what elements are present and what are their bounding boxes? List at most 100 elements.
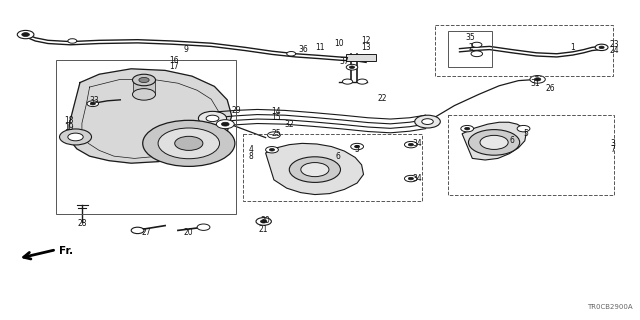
- Text: 32: 32: [284, 120, 294, 129]
- Text: 4: 4: [248, 145, 253, 154]
- Circle shape: [301, 163, 329, 177]
- Circle shape: [132, 74, 156, 86]
- Text: 5: 5: [524, 129, 529, 138]
- Circle shape: [595, 44, 608, 51]
- Circle shape: [197, 224, 210, 230]
- Circle shape: [221, 122, 229, 126]
- Circle shape: [349, 66, 355, 68]
- Circle shape: [206, 115, 219, 122]
- Bar: [448, 31, 492, 67]
- Text: TR0CB2900A: TR0CB2900A: [587, 304, 632, 310]
- Text: 21: 21: [259, 225, 268, 234]
- Circle shape: [404, 175, 417, 182]
- Text: 15: 15: [271, 113, 282, 122]
- Text: 31: 31: [530, 79, 540, 88]
- Circle shape: [90, 102, 95, 105]
- Circle shape: [268, 132, 280, 138]
- Circle shape: [342, 79, 353, 84]
- Circle shape: [256, 218, 271, 225]
- Circle shape: [471, 51, 483, 57]
- Circle shape: [198, 111, 227, 125]
- Circle shape: [355, 145, 360, 148]
- Circle shape: [461, 125, 474, 132]
- Circle shape: [408, 177, 413, 180]
- Text: 20: 20: [184, 228, 194, 237]
- Circle shape: [351, 143, 364, 150]
- Circle shape: [87, 101, 99, 107]
- Text: 12: 12: [362, 36, 371, 45]
- Text: 36: 36: [298, 45, 308, 54]
- Circle shape: [260, 220, 267, 223]
- Circle shape: [143, 120, 235, 166]
- Text: 11: 11: [316, 43, 324, 52]
- Circle shape: [175, 136, 203, 150]
- Text: 6: 6: [509, 136, 515, 145]
- Circle shape: [422, 119, 433, 124]
- Bar: [56, 60, 236, 214]
- Circle shape: [408, 143, 413, 146]
- Circle shape: [289, 157, 340, 182]
- Circle shape: [480, 135, 508, 149]
- Text: 23: 23: [609, 40, 620, 49]
- Circle shape: [517, 125, 530, 132]
- Text: 33: 33: [90, 96, 100, 105]
- Text: 2: 2: [468, 43, 473, 52]
- Text: 13: 13: [361, 43, 371, 52]
- Text: 17: 17: [169, 62, 179, 71]
- Text: 1: 1: [570, 43, 575, 52]
- Text: 9: 9: [183, 45, 188, 54]
- Text: 7: 7: [611, 145, 616, 154]
- Bar: [435, 25, 613, 76]
- Circle shape: [415, 115, 440, 128]
- Text: 22: 22: [378, 94, 387, 103]
- Text: 10: 10: [334, 39, 344, 48]
- Circle shape: [132, 89, 156, 100]
- Text: 24: 24: [609, 46, 620, 55]
- Circle shape: [465, 127, 470, 130]
- Polygon shape: [462, 122, 526, 160]
- Circle shape: [530, 76, 545, 83]
- Text: 28: 28: [77, 219, 86, 228]
- Bar: [448, 115, 614, 195]
- Text: 30: 30: [260, 216, 271, 225]
- Circle shape: [17, 30, 34, 39]
- Circle shape: [404, 141, 417, 148]
- Text: 5: 5: [355, 145, 360, 154]
- Circle shape: [269, 148, 275, 151]
- Circle shape: [468, 130, 520, 155]
- Text: 35: 35: [465, 33, 476, 42]
- Circle shape: [216, 120, 234, 129]
- Polygon shape: [266, 143, 364, 195]
- Polygon shape: [69, 69, 232, 163]
- Text: 3: 3: [611, 139, 616, 148]
- Text: 14: 14: [271, 108, 282, 116]
- Text: 37: 37: [339, 57, 349, 66]
- Circle shape: [346, 64, 358, 70]
- Polygon shape: [346, 54, 376, 61]
- Text: 18: 18: [65, 116, 74, 125]
- Text: 19: 19: [64, 123, 74, 132]
- Text: Fr.: Fr.: [59, 246, 73, 256]
- Text: 16: 16: [169, 56, 179, 65]
- Circle shape: [68, 133, 83, 141]
- Bar: [243, 134, 422, 201]
- Circle shape: [60, 129, 92, 145]
- Text: 25: 25: [271, 129, 282, 138]
- Circle shape: [287, 52, 296, 56]
- Circle shape: [139, 77, 149, 83]
- Circle shape: [266, 147, 278, 153]
- Circle shape: [68, 39, 77, 43]
- Circle shape: [357, 79, 367, 84]
- Circle shape: [472, 42, 482, 47]
- Circle shape: [599, 46, 604, 49]
- Circle shape: [131, 227, 144, 234]
- Text: 29: 29: [232, 106, 242, 115]
- Text: 34: 34: [412, 174, 422, 183]
- Circle shape: [158, 128, 220, 159]
- Text: 27: 27: [141, 228, 151, 237]
- Text: 8: 8: [248, 152, 253, 161]
- Text: 34: 34: [412, 139, 422, 148]
- Text: 6: 6: [335, 152, 340, 161]
- Circle shape: [534, 78, 541, 81]
- Polygon shape: [133, 79, 155, 94]
